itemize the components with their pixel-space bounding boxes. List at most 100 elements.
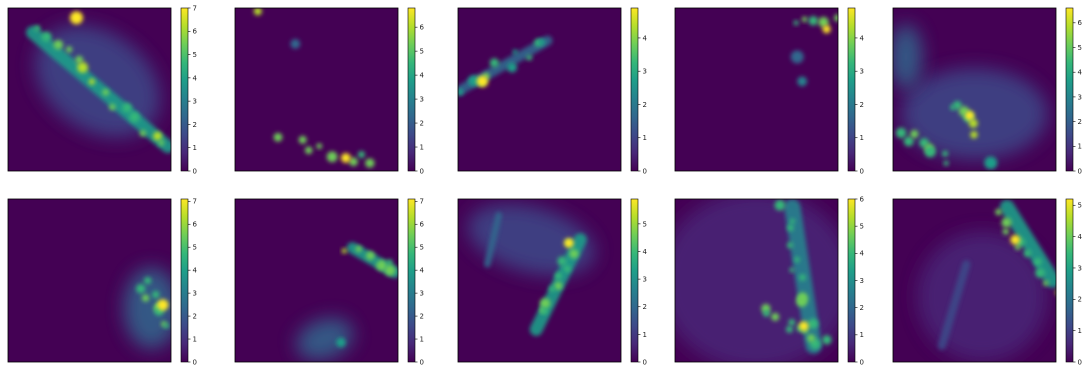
heatmap-peak <box>797 76 808 87</box>
colorbar-tick-label: 1 <box>643 331 647 339</box>
colorbar-tick-label: 6 <box>193 28 198 36</box>
heatmap-cell <box>386 259 393 266</box>
colorbar: 0 1 2 3 4 5 6 <box>1065 7 1083 175</box>
colorbar-tick-label: 5 <box>860 223 864 231</box>
colorbar-tick-label: 7 <box>193 4 197 12</box>
colorbar-tick-label: 0 <box>420 358 424 366</box>
heatmap-cell <box>365 158 375 168</box>
colorbar-frame <box>847 7 856 172</box>
heatmap-cell <box>970 130 978 139</box>
heatmap-cell <box>273 132 283 142</box>
heatmap-cell <box>122 102 132 113</box>
heatmap-field <box>893 24 1048 170</box>
colorbar-tick-label: 4 <box>1078 69 1083 77</box>
colorbar-tick-label: 4 <box>193 267 198 275</box>
heatmap-cell <box>786 224 794 232</box>
heatmap-field <box>25 11 171 154</box>
colorbar-tick-label: 5 <box>420 48 424 56</box>
colorbar-tick-label: 2 <box>860 304 864 312</box>
heatmap-peak <box>563 238 574 248</box>
colorbar-tick-label: 2 <box>1078 296 1082 304</box>
colorbar-tick-label: 0 <box>1078 358 1082 366</box>
heatmap-cell <box>788 318 796 326</box>
heatmap-cell <box>376 260 387 271</box>
heatmap-panel-10: 0 1 2 3 4 5 <box>892 198 1083 366</box>
colorbar-tick-label: 7 <box>193 198 197 206</box>
heatmap-cell <box>924 146 936 158</box>
colorbar: 0 1 2 3 4 5 <box>630 198 648 366</box>
heatmap-haze <box>296 318 354 361</box>
heatmap-cell <box>366 251 375 261</box>
heatmap-cell <box>995 208 1002 216</box>
heatmap-cell <box>942 150 949 157</box>
colorbar-tick-label: 7 <box>420 198 424 206</box>
axes-frame <box>674 198 839 363</box>
colorbar-tick-label: 3 <box>1078 93 1082 101</box>
heatmap-cell <box>355 245 362 253</box>
heatmap-cell <box>88 78 95 85</box>
colorbar-frame <box>1065 7 1074 172</box>
heatmap-cell <box>151 290 160 299</box>
heatmap-cell <box>512 49 518 55</box>
heatmap-band <box>937 260 971 350</box>
heatmap-band <box>999 199 1056 288</box>
heatmap-cell <box>53 39 64 50</box>
heatmap-cell <box>341 248 347 254</box>
heatmap-background <box>235 8 398 171</box>
colorbar: 0 1 2 3 4 <box>630 7 648 175</box>
heatmap-cell <box>1023 249 1032 258</box>
colorbar-tick-label: 3 <box>193 290 197 298</box>
colorbar-tick-label: 2 <box>860 101 864 109</box>
colorbar: 0 1 2 3 4 5 6 7 <box>180 4 198 175</box>
heatmap-cell <box>467 75 479 87</box>
colorbar-gradient <box>848 199 855 362</box>
heatmap-cell <box>458 88 464 96</box>
colorbar: 0 1 2 3 4 5 <box>1065 198 1083 366</box>
heatmap-cell <box>953 100 962 110</box>
heatmap-cell <box>1001 217 1012 228</box>
colorbar: 0 1 2 3 4 <box>847 7 865 175</box>
heatmap-cell <box>548 285 555 292</box>
heatmap-cell <box>304 146 313 155</box>
heatmap-panel-4: 0 1 2 3 4 <box>674 7 865 175</box>
heatmap-peak <box>798 321 809 332</box>
heatmap-cell <box>943 160 949 166</box>
heatmap-haze <box>893 24 923 90</box>
heatmap-cell <box>822 335 832 345</box>
colorbar-gradient <box>181 8 188 171</box>
heatmap-field <box>675 199 838 362</box>
colorbar-tick-label: 3 <box>420 95 424 103</box>
heatmap-cell <box>1043 280 1049 286</box>
heatmap-cell <box>895 127 907 139</box>
heatmap-cell <box>762 309 770 317</box>
colorbar-tick-label: 5 <box>1078 202 1082 210</box>
heatmap-panel-6: 0 1 2 3 4 5 6 7 <box>7 198 198 366</box>
colorbar-tick-label: 2 <box>643 101 647 109</box>
heatmap-cell <box>109 103 116 111</box>
heatmap-cell <box>102 88 109 96</box>
colorbar-tick-label: 0 <box>643 167 647 175</box>
heatmap-cell <box>789 218 796 224</box>
heatmap-cell <box>789 267 795 273</box>
heatmap-band <box>484 212 503 268</box>
heatmap-cell <box>1014 244 1021 250</box>
colorbar-gradient <box>408 199 415 362</box>
colorbar-tick-label: 0 <box>420 167 424 175</box>
colorbar-frame <box>630 7 639 172</box>
heatmap-cell <box>538 38 546 46</box>
heatmap-cell <box>554 272 563 280</box>
colorbar-tick-label: 4 <box>420 267 425 275</box>
colorbar-tick-label: 2 <box>193 312 197 320</box>
heatmap-field <box>458 35 553 96</box>
heatmap-peak <box>790 50 804 64</box>
heatmap-cell <box>298 135 307 144</box>
colorbar-tick-label: 6 <box>420 24 425 32</box>
heatmap-background <box>675 8 838 171</box>
heatmap-peak <box>822 25 831 34</box>
heatmap-cell <box>799 274 806 281</box>
colorbar-frame <box>1065 198 1074 363</box>
heatmap-cell <box>65 46 73 53</box>
axes-frame <box>457 7 622 172</box>
colorbar-tick-label: 2 <box>643 303 647 311</box>
heatmap-peak <box>157 299 169 311</box>
